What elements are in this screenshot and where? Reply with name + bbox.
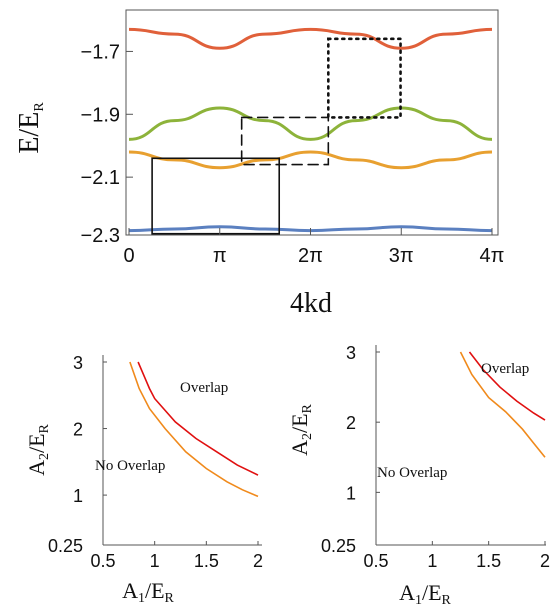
left-no-overlap-label: No Overlap	[95, 458, 165, 474]
y-tick-label: 1	[73, 486, 83, 506]
x-tick-label: 1	[150, 551, 160, 571]
boundary-line-1	[468, 351, 546, 421]
overlap-right-panel: 0.25 1 2 3 0.5 1 1.5 2 Overlap No Overlap A2/E…	[287, 343, 550, 608]
band-y-axis-label: E/ER	[14, 102, 47, 154]
x-tick-label: 0.5	[363, 551, 388, 571]
x-tick-label: 1	[427, 551, 437, 571]
left-overlap-label: Overlap	[180, 380, 228, 396]
x-tick-label: 0.5	[90, 551, 115, 571]
x-tick-label: 3π	[389, 245, 414, 267]
highlight-boxes-group	[151, 37, 402, 235]
x-tick-label: 4π	[480, 245, 505, 267]
y-tick-label: 3	[346, 343, 356, 363]
y-tick-label: 0.25	[48, 536, 83, 556]
left-x-ticks-group: 0.5 1 1.5 2	[90, 541, 263, 571]
boundary-line-2	[459, 351, 546, 458]
right-overlap-label: Overlap	[481, 361, 529, 377]
band-line-2	[128, 106, 493, 141]
y-tick-label: −1.9	[81, 104, 120, 126]
right-no-overlap-label: No Overlap	[377, 465, 447, 481]
highlight-box-dashed	[240, 116, 330, 166]
x-tick-label: π	[213, 245, 227, 267]
band-x-axis-label: 4kd	[290, 288, 332, 319]
y-tick-label: 1	[346, 483, 356, 503]
band-structure-panel: −1.7 −1.9 −2.1 −2.3 0 π 2π 3π 4π E/ER 4kd	[14, 9, 504, 319]
y-tick-label: 0.25	[321, 536, 356, 556]
highlight-box-solid	[151, 157, 281, 235]
overlap-left-panel: 0.25 1 2 3 0.5 1 1.5 2 Overlap No Overlap A2/E…	[24, 353, 263, 606]
x-tick-label: 2	[253, 551, 263, 571]
left-y-axis-label: A2/ER	[24, 423, 52, 475]
y-tick-label: −1.7	[81, 41, 120, 63]
band-line-3	[128, 150, 493, 170]
band-structure-frame	[125, 9, 499, 236]
y-ticks-group: −1.7 −1.9 −2.1 −2.3	[81, 41, 133, 247]
x-tick-label: 2	[540, 551, 550, 571]
highlight-box-dotted	[327, 37, 402, 119]
right-y-ticks-group: 0.25 1 2 3	[321, 343, 380, 556]
x-ticks-group: 0 π 2π 3π 4π	[123, 228, 504, 267]
left-y-ticks-group: 0.25 1 2 3	[48, 353, 107, 556]
left-x-axis-label: A1/ER	[122, 578, 174, 606]
y-tick-label: 2	[73, 420, 83, 440]
y-tick-label: 2	[346, 413, 356, 433]
band-line-1	[128, 27, 493, 50]
right-series-group	[459, 351, 546, 458]
boundary-line-2	[129, 361, 259, 498]
x-tick-label: 2π	[298, 245, 323, 267]
y-tick-label: −2.3	[81, 225, 120, 247]
right-y-axis-label: A2/ER	[287, 403, 315, 455]
y-tick-label: 3	[73, 353, 83, 373]
right-x-ticks-group: 0.5 1 1.5 2	[363, 541, 550, 571]
x-tick-label: 1.5	[194, 551, 219, 571]
boundary-line-1	[137, 361, 259, 476]
y-tick-label: −2.1	[81, 167, 120, 189]
x-tick-label: 1.5	[476, 551, 501, 571]
x-tick-label: 0	[123, 245, 134, 267]
right-x-axis-label: A1/ER	[399, 580, 451, 608]
band-series-group	[128, 27, 493, 233]
left-series-group	[129, 361, 259, 498]
